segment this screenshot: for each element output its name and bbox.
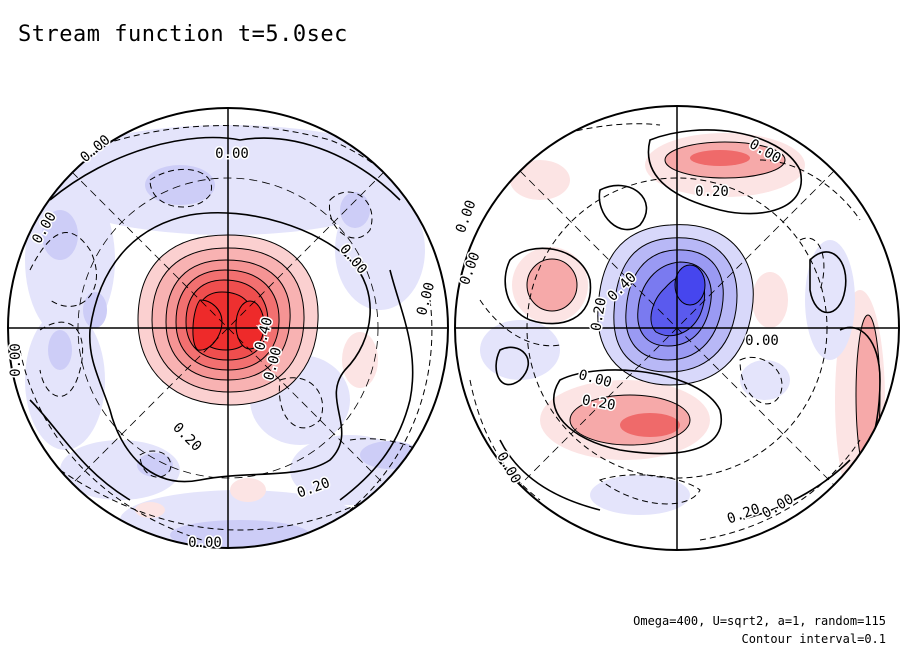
parameters-note: Omega=400, U=sqrt2, a=1, random=115 (633, 614, 886, 628)
left-contours (29, 136, 414, 501)
left-contour-label: 0.00 (188, 535, 222, 551)
right-contour-label: 0.00 (745, 333, 779, 349)
right-contour-label: 0.00 (453, 198, 480, 235)
left-graticule (71, 171, 385, 485)
left-contour-label: 0.00 (215, 146, 249, 162)
left-contour-label: 0.00 (8, 343, 24, 377)
left-hemisphere (8, 108, 448, 548)
right-contour-label: 0.20 (695, 184, 729, 200)
right-hemisphere (455, 106, 899, 550)
left-boundary (7, 107, 449, 549)
right-negative-vortex (597, 224, 754, 386)
chart-title: Stream function t=5.0sec (18, 22, 348, 47)
right-graticule (519, 170, 835, 486)
right-boundary (454, 105, 900, 551)
right-negative-shading-weak (480, 240, 855, 515)
contour-interval-note: Contour interval=0.1 (741, 632, 887, 646)
right-positive-shading-strong (620, 150, 750, 437)
